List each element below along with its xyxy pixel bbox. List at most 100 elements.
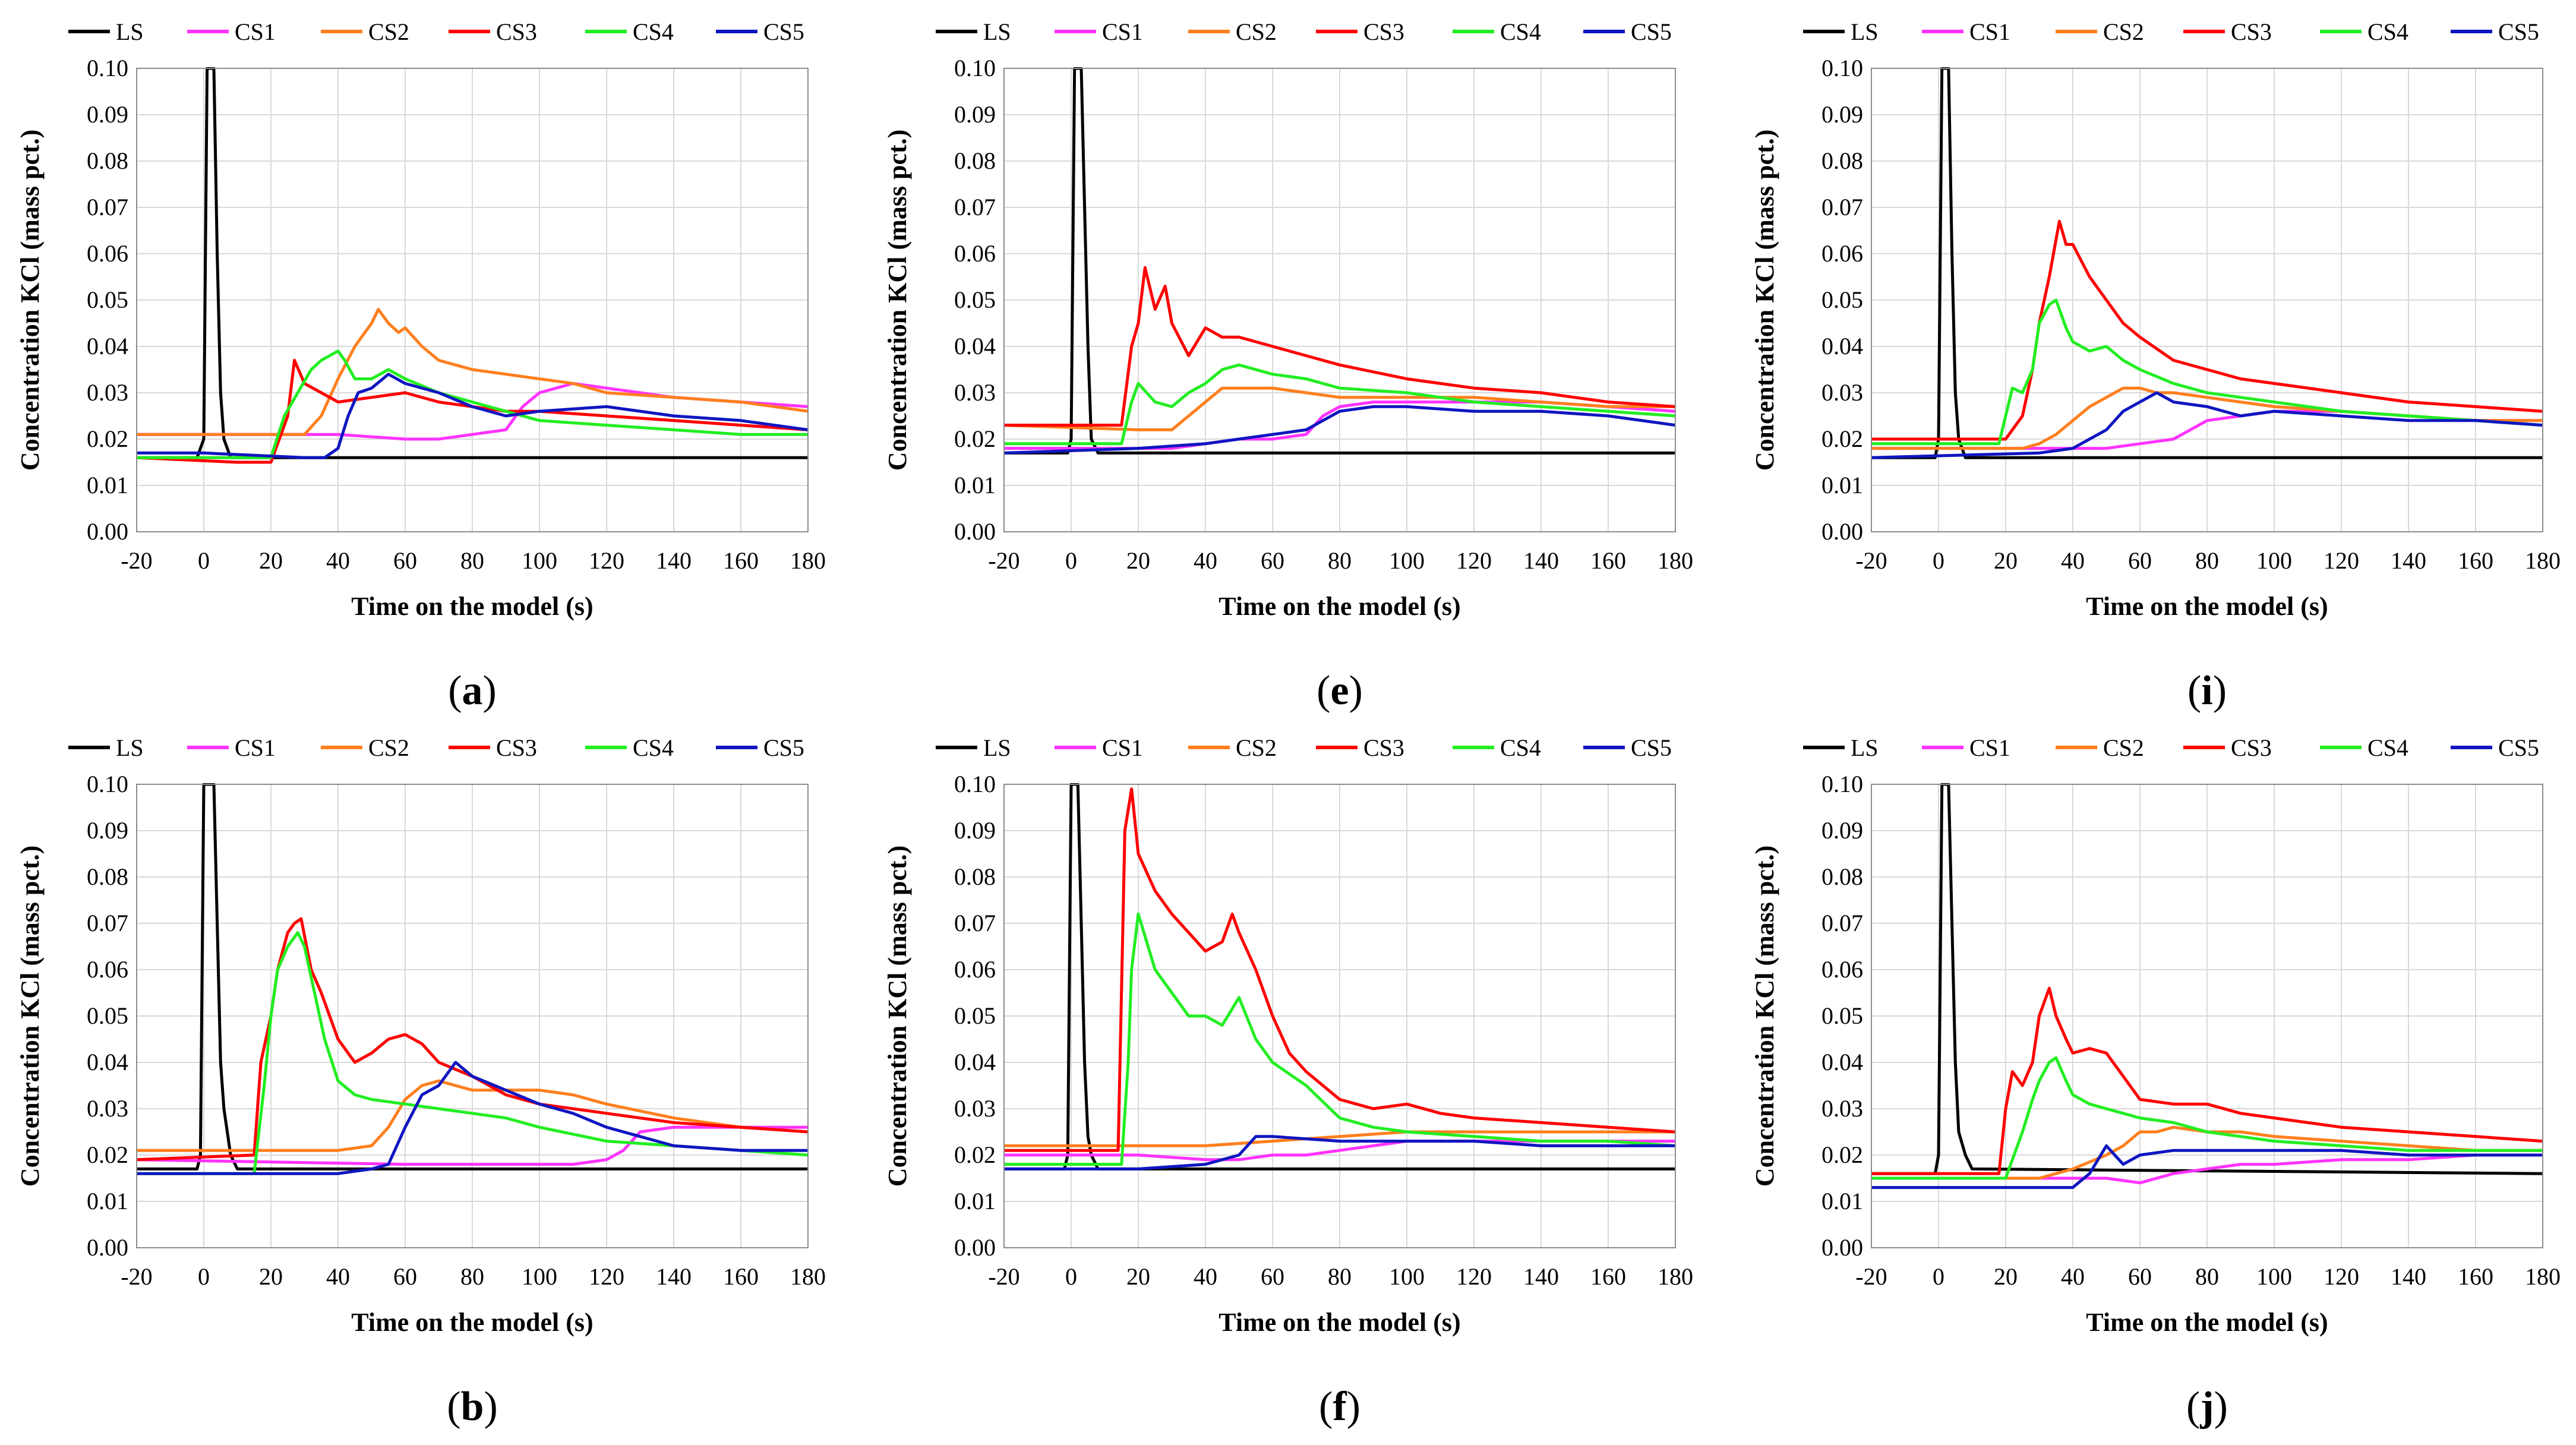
panel-label-paren-close: ) [2214, 1384, 2228, 1430]
x-tick-label: 80 [1328, 1263, 1352, 1290]
x-tick-label: 20 [1994, 1263, 2018, 1290]
x-tick-label: 80 [2195, 1263, 2219, 1290]
plot-border [1003, 784, 1676, 1248]
x-tick-label: 120 [2324, 1263, 2359, 1290]
x-tick-label: 80 [1328, 547, 1352, 574]
panel-label-paren-open: ( [2186, 1384, 2200, 1430]
x-tick-label: -20 [1855, 547, 1887, 574]
x-tick-label: 180 [790, 547, 826, 574]
legend-label-cs2: CS2 [1236, 18, 1277, 45]
x-tick-label: 140 [656, 1263, 692, 1290]
legend-label-cs5: CS5 [1631, 18, 1672, 45]
x-tick-label: 60 [1261, 1263, 1284, 1290]
legend-label-cs2: CS2 [1236, 734, 1277, 761]
x-axis-title: Time on the model (s) [351, 1308, 593, 1337]
panel-label-paren-close: ) [484, 1384, 497, 1430]
y-tick-label: 0.03 [87, 1095, 128, 1122]
y-tick-label: 0.08 [1821, 147, 1863, 174]
y-tick-label: 0.09 [1821, 101, 1863, 128]
y-tick-label: 0.05 [954, 286, 996, 313]
x-tick-label: 160 [1590, 1263, 1626, 1290]
y-tick-label: 0.09 [1821, 817, 1863, 844]
panel-label: (i) [2187, 668, 2227, 714]
series-line-cs5 [1871, 391, 2543, 459]
x-tick-label: 60 [1261, 547, 1284, 574]
y-tick-label: 0.05 [1821, 1002, 1863, 1029]
legend-label-ls: LS [1851, 734, 1879, 761]
legend-label-cs4: CS4 [2367, 18, 2408, 45]
plot-border [136, 68, 809, 532]
series-group [1004, 783, 1675, 1170]
series-line-cs5 [1004, 1135, 1675, 1170]
y-tick-label: 0.03 [1821, 379, 1863, 406]
legend-label-cs5: CS5 [763, 18, 804, 45]
y-tick-label: 0.08 [954, 147, 996, 174]
x-tick-label: 160 [723, 1263, 759, 1290]
x-tick-label: 40 [1194, 547, 1217, 574]
panel-label-paren-open: ( [1319, 1384, 1333, 1430]
x-tick-label: 80 [460, 547, 484, 574]
x-tick-label: 20 [259, 1263, 283, 1290]
legend-label-ls: LS [983, 734, 1011, 761]
y-tick-label: 0.01 [87, 472, 128, 499]
chart-panel-a: -20 0 20 40 60 80 100 120 140 160 180 0.00 0.01 0.02 0… [15, 18, 826, 714]
y-tick-label: 0.00 [1821, 518, 1863, 545]
y-tick-label: 0.10 [1821, 771, 1863, 797]
x-tick-label: 100 [1389, 1263, 1425, 1290]
x-axis-title: Time on the model (s) [2086, 592, 2328, 621]
legend-label-cs3: CS3 [2231, 734, 2272, 761]
legend-label-cs1: CS1 [1102, 18, 1143, 45]
y-tick-label: 0.04 [1821, 333, 1863, 359]
series-line-cs4 [1004, 912, 1675, 1166]
series-line-cs2 [137, 308, 808, 436]
y-tick-label: 0.10 [87, 771, 128, 797]
x-tick-label: 160 [723, 547, 759, 574]
x-tick-label: 140 [1523, 1263, 1559, 1290]
legend-label-cs1: CS1 [1102, 734, 1143, 761]
legend-label-cs2: CS2 [2103, 734, 2144, 761]
x-tick-label: 40 [1194, 1263, 1217, 1290]
panel-label: (e) [1317, 668, 1363, 714]
panel-label: (j) [2186, 1384, 2228, 1430]
x-tick-label: 100 [2256, 1263, 2292, 1290]
y-tick-label: 0.00 [1821, 1234, 1863, 1261]
x-tick-label: 160 [2458, 547, 2493, 574]
y-tick-label: 0.02 [87, 1141, 128, 1168]
legend-label-cs2: CS2 [2103, 18, 2144, 45]
legend-label-ls: LS [116, 18, 144, 45]
panel-label-paren-open: ( [2187, 668, 2201, 714]
panel-label-letter: j [2199, 1384, 2214, 1430]
legend-label-cs1: CS1 [235, 734, 276, 761]
plot-border [1871, 68, 2543, 532]
y-tick-label: 0.07 [87, 194, 128, 220]
y-tick-label: 0.08 [1821, 863, 1863, 890]
legend-label-cs5: CS5 [1631, 734, 1672, 761]
chart-panel-b: -20 0 20 40 60 80 100 120 140 160 180 0.00 0.01 0.02 0… [15, 734, 826, 1430]
y-tick-label: 0.08 [87, 863, 128, 890]
y-tick-label: 0.04 [1821, 1049, 1863, 1075]
legend-label-cs5: CS5 [763, 734, 804, 761]
y-tick-label: 0.03 [1821, 1095, 1863, 1122]
series-line-cs5 [1004, 405, 1675, 455]
panel-label-paren-close: ) [483, 668, 497, 714]
x-tick-label: 160 [1590, 547, 1626, 574]
x-tick-label: 0 [1065, 1263, 1077, 1290]
x-tick-label: 60 [393, 547, 417, 574]
legend-label-cs5: CS5 [2498, 18, 2539, 45]
x-tick-label: 180 [2525, 1263, 2561, 1290]
x-tick-label: 20 [259, 547, 283, 574]
x-tick-label: 140 [656, 547, 692, 574]
y-tick-label: 0.06 [954, 240, 996, 267]
chart-panel-e: -20 0 20 40 60 80 100 120 140 160 180 0.00 0.01 0.02 0… [883, 18, 1693, 714]
x-axis-title: Time on the model (s) [1218, 592, 1460, 621]
x-tick-label: 20 [1994, 547, 2018, 574]
panel-label-paren-close: ) [1349, 668, 1363, 714]
series-line-ls [1871, 783, 2543, 1175]
panel-label-letter: b [461, 1384, 484, 1430]
x-tick-label: 0 [198, 1263, 210, 1290]
legend-label-cs4: CS4 [1500, 18, 1541, 45]
plot-border [1003, 68, 1676, 532]
x-tick-label: 40 [326, 547, 350, 574]
y-tick-label: 0.01 [1821, 472, 1863, 499]
y-tick-label: 0.02 [1821, 425, 1863, 452]
